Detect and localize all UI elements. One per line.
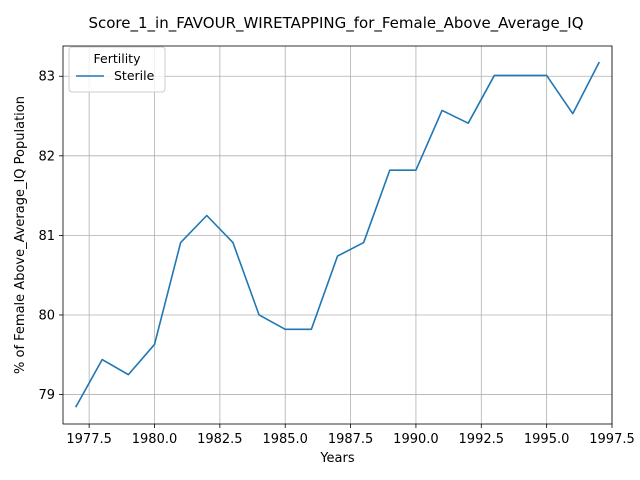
y-axis-label: % of Female Above_Average_IQ Population <box>13 96 28 374</box>
series-layer <box>74 61 601 408</box>
series-line <box>74 61 601 408</box>
legend-entry-label: Sterile <box>114 68 155 83</box>
x-tick-label: 1990.0 <box>393 432 439 447</box>
y-tick-label: 82 <box>38 149 55 164</box>
y-tick-label: 79 <box>38 388 55 403</box>
x-axis-label: Years <box>319 451 355 466</box>
x-tick-label: 1995.0 <box>524 432 570 447</box>
x-tick-label: 1977.5 <box>66 432 112 447</box>
x-tick-label: 1985.0 <box>262 432 308 447</box>
legend-entries: Sterile <box>76 68 155 83</box>
y-axis: 79 80 81 82 83 <box>38 70 63 403</box>
x-tick-label: 1987.5 <box>328 432 374 447</box>
x-tick-label: 1980.0 <box>132 432 178 447</box>
x-tick-label: 1982.5 <box>197 432 243 447</box>
legend: Fertility Sterile <box>68 46 166 93</box>
y-tick-label: 80 <box>38 308 55 323</box>
y-tick-label: 83 <box>38 70 55 85</box>
legend-box <box>68 46 166 93</box>
x-tick-label: 1992.5 <box>459 432 505 447</box>
y-tick-label: 81 <box>38 229 55 244</box>
chart-title: Score_1_in_FAVOUR_WIRETAPPING_for_Female… <box>88 14 583 33</box>
x-tick-label: 1997.5 <box>589 432 635 447</box>
legend-title: Fertility <box>94 51 142 66</box>
x-axis: 1977.5 1980.0 1982.5 1985.0 1987.5 1990.0 1992… <box>66 424 635 447</box>
